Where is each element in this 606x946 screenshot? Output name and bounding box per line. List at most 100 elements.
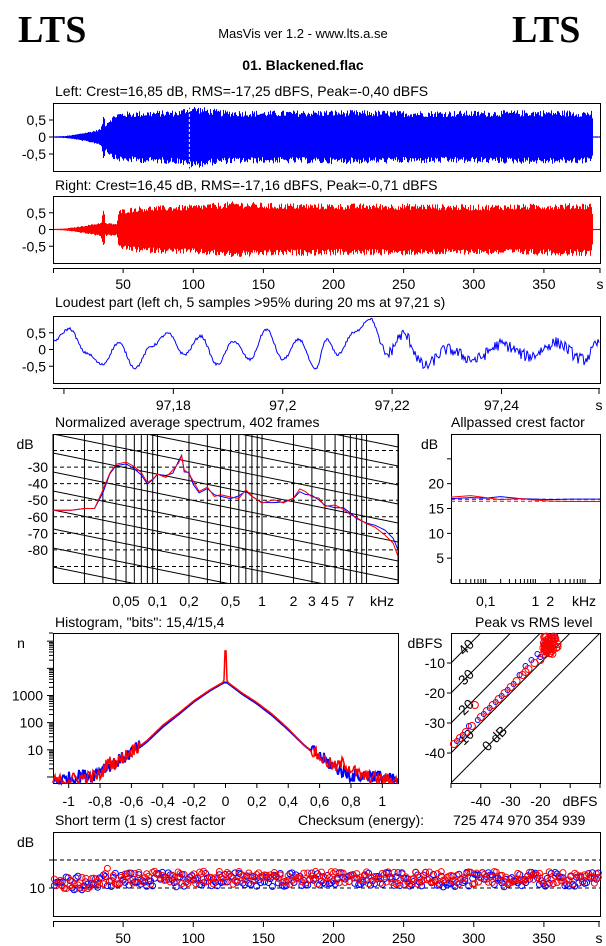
peak-rms-xtick-label: -20 [530, 793, 550, 809]
short-term-point-right [255, 869, 263, 877]
crest-line-label: 0 dB [479, 722, 511, 754]
logo-left: LTS [18, 9, 87, 51]
short-term-point-right [475, 878, 483, 886]
crest-line-label: 40 [455, 636, 477, 658]
allpassed-xtick-label: 1 [531, 593, 539, 609]
short-term-point-right [115, 880, 123, 888]
short-term-point-right [498, 871, 506, 879]
histogram-xtick-label: 0,4 [278, 793, 298, 809]
short-term-point-right [310, 875, 318, 883]
short-term-point-right [66, 882, 74, 890]
short-term-point-right [215, 867, 223, 875]
allpassed-ytick-label: 10 [428, 525, 444, 541]
crest-line [451, 633, 482, 664]
short-term-point-right [327, 868, 335, 876]
spectrum-xtick-label: 3 [308, 593, 316, 609]
short-term-point-right [217, 874, 225, 882]
spectrum-xtick-label: 0,5 [221, 593, 241, 609]
left-waveform-frame [53, 103, 601, 172]
short-term-point-right [431, 878, 439, 886]
spectrum-slope-line [53, 528, 322, 583]
right-waveform-ytick-label: 0 [38, 222, 46, 238]
peak-rms-point-right [470, 701, 479, 709]
short-term-point-right [286, 880, 294, 888]
short-term-axis-label: 150 [252, 930, 276, 946]
short-term-point-left [74, 872, 82, 880]
spectrum-frame [53, 434, 399, 584]
short-term-point-right [533, 871, 541, 879]
spectrum-xtick-label: 0,05 [112, 593, 139, 609]
file-name: 01. Blackened.flac [242, 57, 364, 73]
allpassed-ytick-label: 15 [428, 501, 444, 517]
short-term-point-left [284, 876, 292, 884]
spectrum-ylabel: dB [16, 436, 33, 452]
short-term-point-right [200, 867, 208, 875]
short-term-point-right [209, 880, 217, 888]
short-term-point-left [392, 873, 400, 881]
short-term-point-right [551, 872, 559, 880]
short-term-point-left [170, 879, 178, 887]
short-term-point-right [594, 873, 602, 881]
short-term-axis-label: 350 [532, 930, 556, 946]
short-term-point-right [315, 872, 323, 880]
loudest-axis-label: 97,24 [484, 397, 519, 413]
short-term-point-right [559, 869, 567, 877]
short-term-point-left [135, 871, 143, 879]
short-term-point-right [390, 868, 398, 876]
short-term-crest-title: Short term (1 s) crest factor [55, 812, 226, 828]
loudest-ytick-label: -0,5 [22, 358, 46, 374]
short-term-point-right [526, 868, 534, 876]
short-term-ytick-label: 10 [29, 880, 45, 896]
short-term-point-right [471, 880, 479, 888]
histogram-ytick-label: 10 [27, 742, 43, 758]
short-term-point-right [537, 877, 545, 885]
short-term-point-right [135, 869, 143, 877]
allpassed-ytick-label: 5 [436, 550, 444, 566]
loudest-axis-label: s [596, 397, 603, 413]
short-term-point-right [418, 878, 426, 886]
loudest-axis-label: 97,18 [156, 397, 191, 413]
spectrum-xtick-label: 2 [290, 593, 298, 609]
short-term-point-right [147, 880, 155, 888]
short-term-point-right [522, 876, 530, 884]
short-term-point-left [149, 882, 157, 890]
short-term-point-right [188, 872, 196, 880]
short-term-point-left [394, 869, 402, 877]
short-term-point-right [396, 876, 404, 884]
peak-rms-point-right [539, 638, 548, 647]
peak-rms-point-right [476, 713, 485, 721]
spectrum-series-right [53, 453, 399, 557]
short-term-point-right [300, 869, 308, 877]
peak-rms-point-right [449, 740, 458, 748]
spectrum-slope-line [53, 434, 398, 505]
histogram-xtick-label: 0,2 [247, 793, 267, 809]
short-term-point-right [325, 874, 333, 882]
time-axis-label: s [597, 276, 604, 292]
left-waveform-ytick-label: 0 [38, 129, 46, 145]
peak-rms-ytick-label: -40 [425, 745, 445, 761]
right-channel-title: Right: Crest=16,45 dB, RMS=-17,16 dBFS, … [55, 177, 438, 193]
loudest-axis-label: 97,2 [269, 397, 296, 413]
spectrum-xtick-label: 4 [321, 593, 329, 609]
histogram-ytick-label: 1000 [12, 687, 43, 703]
short-term-point-right [72, 885, 80, 893]
spectrum-ytick-label: -70 [28, 525, 48, 541]
short-term-point-right [478, 868, 486, 876]
peak-rms-xtick-label: -40 [471, 793, 491, 809]
peak-rms-point-right [506, 683, 515, 691]
short-term-point-right [139, 878, 147, 886]
peak-rms-point-right [455, 734, 464, 742]
peak-rms-point-right [461, 728, 470, 736]
short-term-point-right [535, 869, 543, 877]
spectrum-xtick-label: 0,1 [148, 593, 168, 609]
short-term-point-right [339, 869, 347, 877]
short-term-point-right [298, 878, 306, 886]
short-term-point-right [294, 873, 302, 881]
short-term-axis-label: 100 [182, 930, 206, 946]
left-waveform-ytick-label: -0,5 [22, 146, 46, 162]
histogram-ytick-label: 100 [20, 715, 44, 731]
spectrum-slope-line [53, 490, 398, 562]
short-term-point-right [288, 876, 296, 884]
spectrum-slope-line [53, 471, 398, 543]
histogram-xtick-label: -0,2 [182, 793, 206, 809]
